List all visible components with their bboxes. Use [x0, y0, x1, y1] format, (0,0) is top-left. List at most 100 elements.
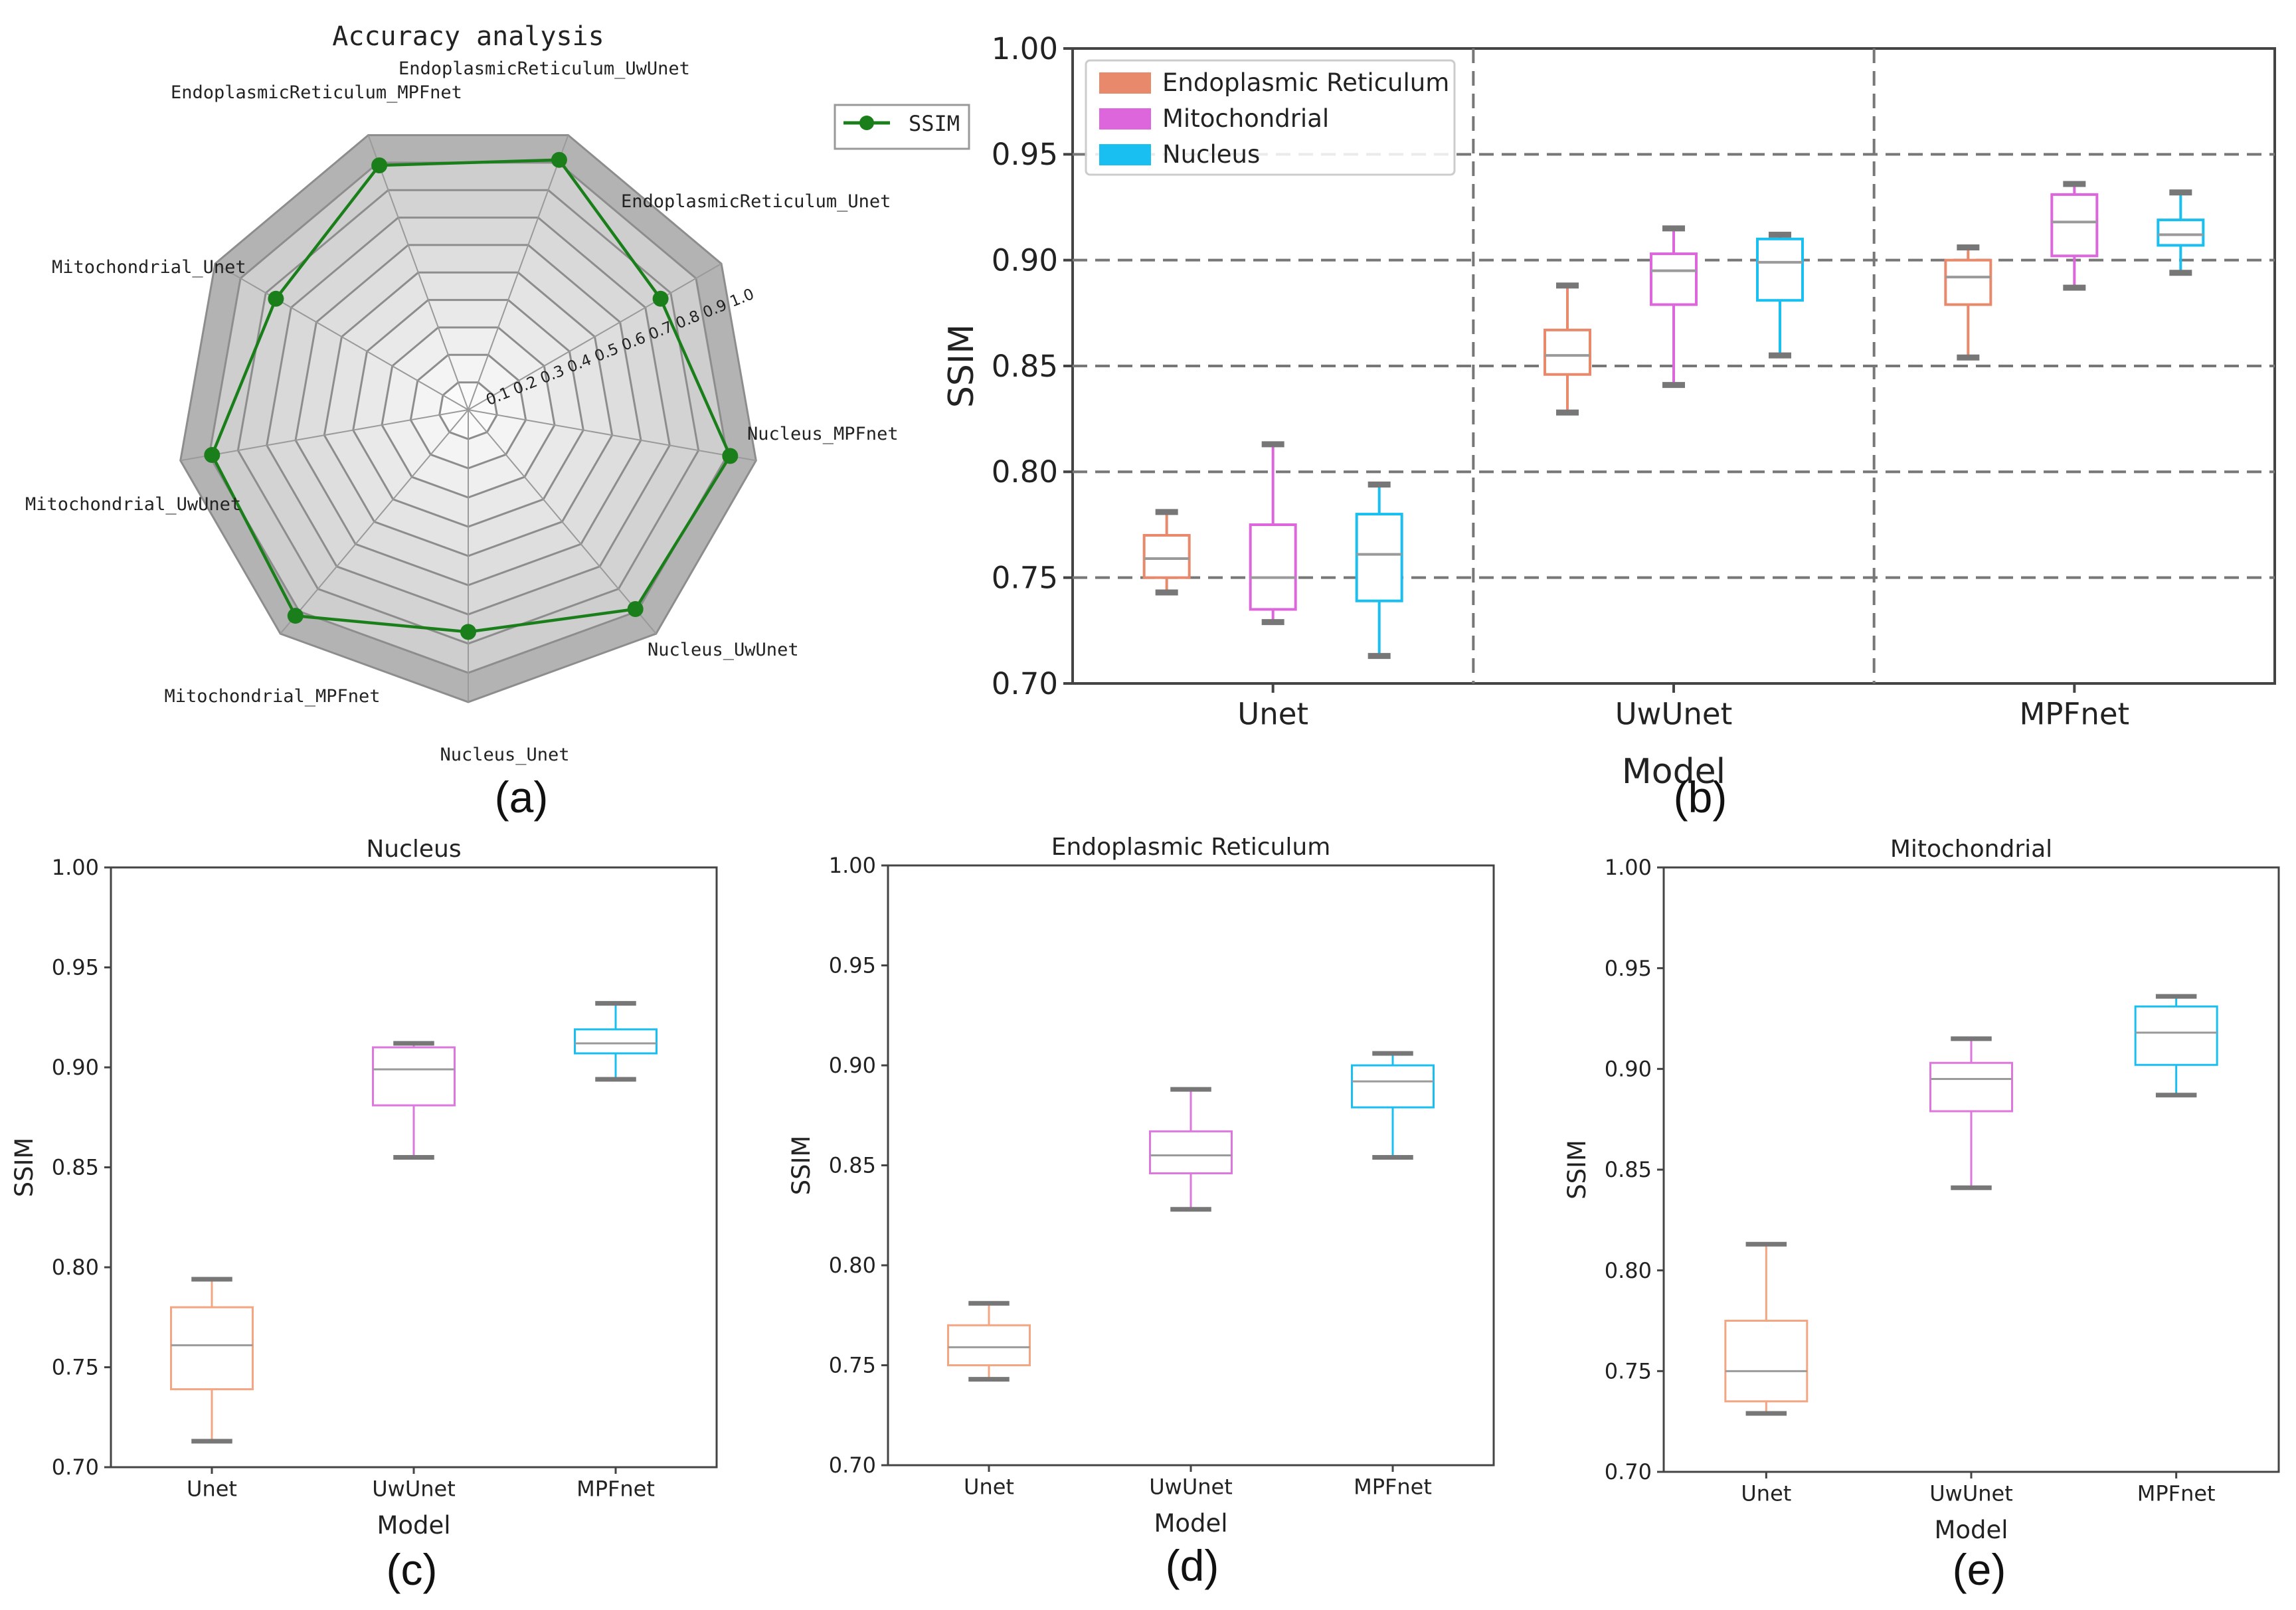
box-mitochondrial-unet	[1249, 441, 1297, 626]
box-nucleus-mpfnet	[2157, 189, 2205, 276]
radar-grid	[179, 134, 757, 703]
y-tick-label-0.95: 0.95	[1605, 956, 1652, 981]
radar-spoke-2	[468, 409, 756, 462]
radar-spoke-0	[468, 135, 569, 410]
radar-point-Mitochondrial_UwUnet	[204, 447, 221, 463]
radar-rtick-1.0: 1.0	[728, 286, 757, 311]
radar-axis-label-EndoplasmicReticulum_Unet: EndoplasmicReticulum_Unet	[621, 191, 891, 212]
box-uwunet	[1929, 1036, 2013, 1190]
panel-label-e: (e)	[1953, 1545, 2006, 1594]
radar-point-Nucleus_MPFnet	[722, 448, 739, 464]
y-axis-label: SSIM	[10, 1138, 39, 1198]
radar-spoke-1	[468, 263, 722, 410]
y-tick-label-0.70: 0.70	[992, 666, 1058, 701]
legend-frame	[1085, 59, 1456, 176]
box-endoplasmic-reticulum-unet	[1142, 509, 1191, 596]
box-unet	[1724, 1241, 1809, 1416]
radar-point-Nucleus_UwUnet	[627, 601, 644, 617]
radar-legend-label: SSIM	[909, 111, 960, 136]
radar-spoke-8	[367, 135, 469, 410]
box-endoplasmic-reticulum-mpfnet	[1944, 244, 1992, 361]
box-iqr	[2157, 219, 2205, 247]
radar-point-Mitochondrial_MPFnet	[287, 608, 304, 624]
panel-label-d: (d)	[1166, 1541, 1219, 1590]
x-tick-label-Unet: Unet	[964, 1475, 1014, 1500]
box-iqr	[947, 1324, 1031, 1367]
y-tick-label-0.70: 0.70	[829, 1453, 876, 1478]
x-tick-label-UwUnet: UwUnet	[372, 1476, 456, 1502]
box-iqr	[574, 1028, 658, 1055]
y-tick-label-1.00: 1.00	[1605, 855, 1652, 880]
radar-axis-label-Mitochondrial_Unet: Mitochondrial_Unet	[52, 257, 246, 278]
y-axis-label: SSIM	[942, 324, 982, 408]
y-tick-label-0.75: 0.75	[52, 1355, 99, 1380]
y-tick-label-1.00: 1.00	[52, 855, 99, 880]
y-tick-label-0.95: 0.95	[52, 955, 99, 980]
radar-legend-box	[834, 104, 970, 150]
legend: Endoplasmic Reticulum Mitochondrial Nucleu…	[1085, 59, 1456, 176]
radar-axis-label-EndoplasmicReticulum_MPFnet: EndoplasmicReticulum_MPFnet	[171, 82, 462, 103]
y-tick-label-0.90: 0.90	[992, 242, 1058, 278]
box-mitochondrial-uwunet	[1650, 225, 1698, 389]
boxplot-panel-c-nucleus: 0.70 0.75 0.80 0.85 0.90 0.95 1.00 Unet UwUnet MP…	[10, 836, 718, 1594]
legend-swatch-2	[1099, 144, 1151, 165]
radar-point-Mitochondrial_Unet	[268, 290, 284, 307]
radar-axis-labels: EndoplasmicReticulum_UwUnet EndoplasmicRe…	[25, 58, 899, 765]
radar-point-EndoplasmicReticulum_MPFnet	[371, 157, 388, 173]
x-tick-label-UwUnet: UwUnet	[1929, 1481, 2013, 1506]
panel-label-a: (a)	[495, 772, 549, 822]
y-tick-label-0.90: 0.90	[52, 1055, 99, 1080]
x-axis-label: Model	[1934, 1516, 2008, 1544]
radar-axis-label-Nucleus_MPFnet: Nucleus_MPFnet	[747, 424, 899, 444]
radar-spoke-7	[215, 263, 469, 410]
box-nucleus-unet	[1355, 481, 1403, 660]
radar-axis-label-Nucleus_UwUnet: Nucleus_UwUnet	[648, 640, 799, 660]
panel-title: Nucleus	[366, 836, 461, 863]
box-iqr	[1944, 258, 1992, 306]
box-unet	[947, 1300, 1031, 1382]
legend-swatch-1	[1099, 108, 1151, 130]
box-iqr	[1544, 328, 1591, 376]
legend-swatch-0	[1099, 72, 1151, 94]
x-tick-label-MPFnet: MPFnet	[2019, 696, 2129, 731]
x-tick-label-MPFnet: MPFnet	[2137, 1481, 2216, 1506]
legend-label-1: Mitochondrial	[1162, 104, 1329, 133]
box-mpfnet	[1351, 1051, 1435, 1160]
radar-point-EndoplasmicReticulum_Unet	[652, 290, 669, 307]
box-iqr	[1756, 237, 1804, 302]
y-tick-label-0.85: 0.85	[829, 1153, 876, 1178]
x-tick-label-Unet: Unet	[1741, 1481, 1791, 1506]
legend-label-0: Endoplasmic Reticulum	[1162, 68, 1449, 97]
y-tick-label-0.85: 0.85	[1605, 1157, 1652, 1182]
x-axis-label: Model	[1622, 752, 1725, 792]
y-tick-label-0.75: 0.75	[1605, 1359, 1652, 1384]
box-iqr	[1351, 1064, 1435, 1109]
box-iqr	[1149, 1130, 1233, 1175]
y-tick-label-0.85: 0.85	[52, 1155, 99, 1180]
y-tick-label-1.00: 1.00	[829, 853, 876, 878]
radar-chart-panel-a: Accuracy analysis 0.10.20.30.40.50.60.70…	[25, 21, 970, 822]
box-iqr	[1355, 513, 1403, 602]
box-mitochondrial-mpfnet	[2050, 181, 2099, 291]
box-iqr	[1249, 523, 1297, 611]
x-tick-label-Unet: Unet	[187, 1476, 237, 1502]
x-tick-label-UwUnet: UwUnet	[1615, 696, 1733, 731]
radar-point-EndoplasmicReticulum_UwUnet	[551, 151, 567, 168]
x-tick-label-UwUnet: UwUnet	[1149, 1475, 1233, 1500]
box-iqr	[170, 1306, 254, 1391]
box-uwunet	[372, 1041, 456, 1160]
x-tick-label-MPFnet: MPFnet	[1354, 1475, 1432, 1500]
y-tick-label-0.70: 0.70	[1605, 1459, 1652, 1484]
box-mpfnet	[2134, 994, 2218, 1098]
box-iqr	[1142, 533, 1191, 579]
legend-label-2: Nucleus	[1162, 140, 1260, 169]
y-tick-label-1.00: 1.00	[992, 31, 1058, 66]
y-tick-label-0.90: 0.90	[1605, 1057, 1652, 1082]
radar-axis-label-EndoplasmicReticulum_UwUnet: EndoplasmicReticulum_UwUnet	[398, 58, 690, 79]
radar-legend: SSIM	[834, 104, 970, 150]
x-axis-label: Model	[1154, 1509, 1227, 1538]
box-unet	[170, 1277, 254, 1444]
panel-label-b: (b)	[1674, 772, 1727, 822]
y-tick-label-0.90: 0.90	[829, 1053, 876, 1078]
